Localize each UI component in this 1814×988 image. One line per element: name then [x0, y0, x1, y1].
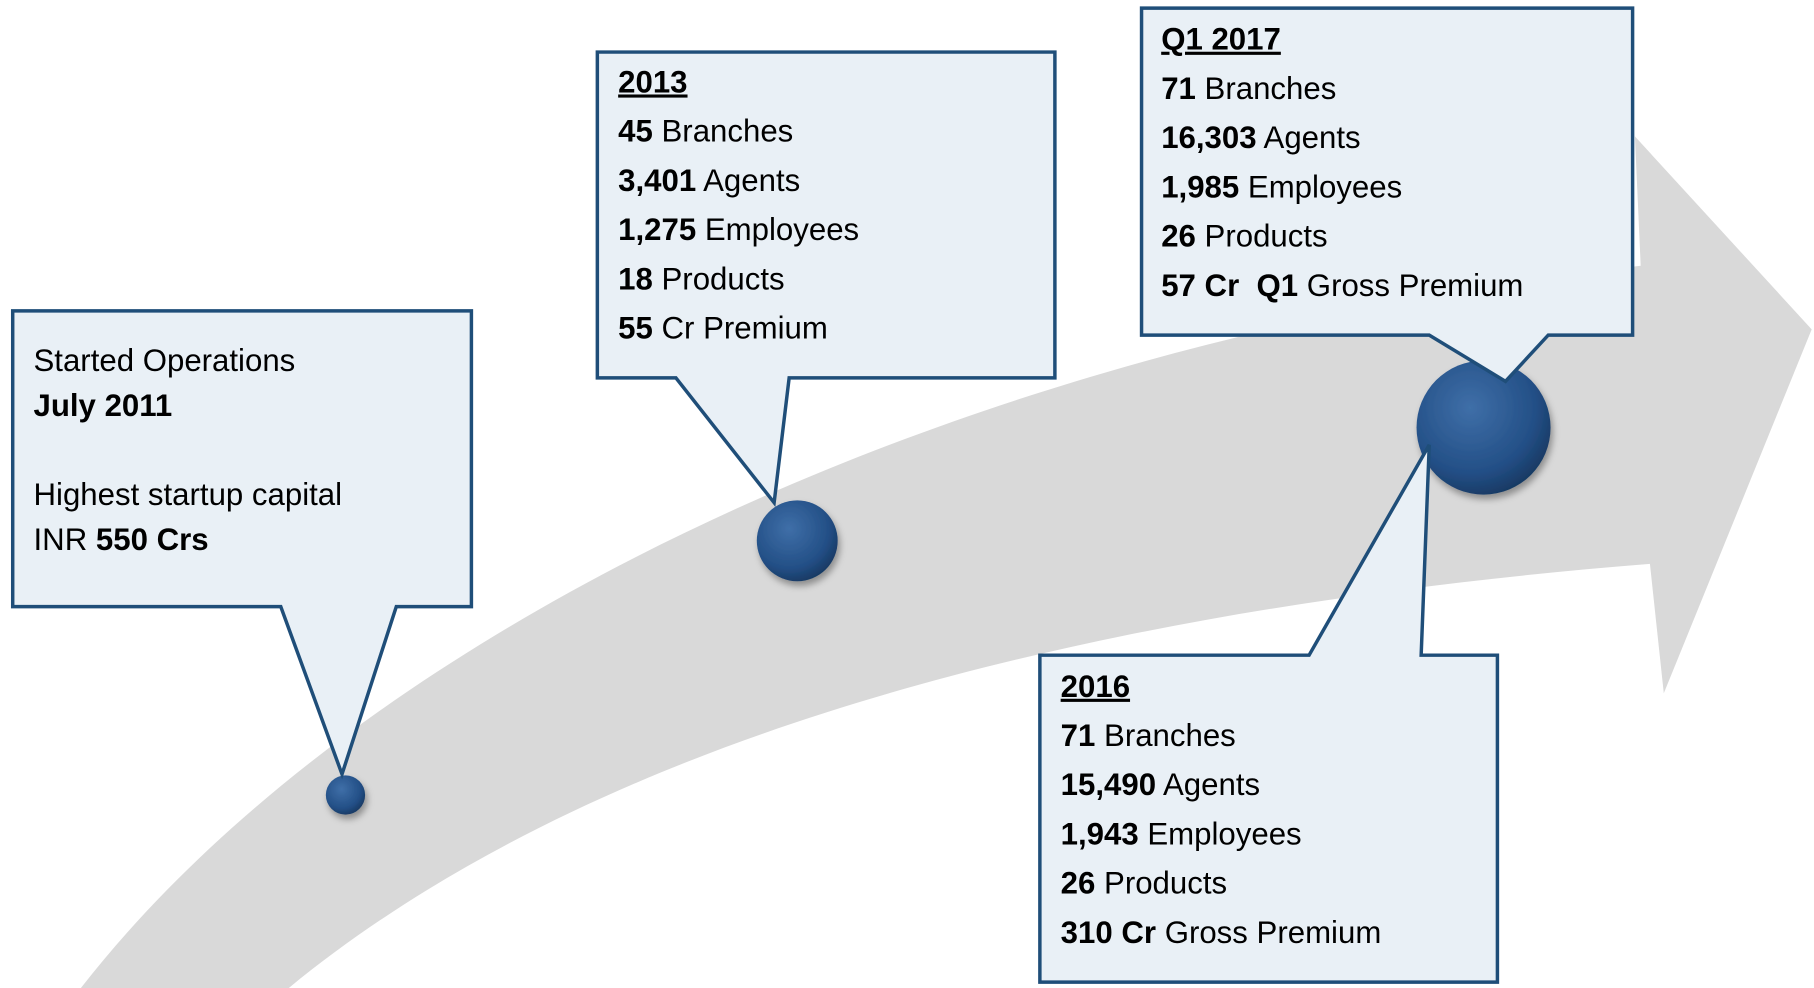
- callout-box: [10, 309, 474, 780]
- text-segment: 55: [618, 311, 653, 346]
- text-segment: Cr Premium: [653, 311, 828, 346]
- text-segment: Branches: [1196, 71, 1336, 106]
- callout-line: 26 Products: [1161, 219, 1327, 254]
- text-segment: 26: [1161, 219, 1196, 254]
- text-segment: 1,275: [618, 212, 696, 247]
- text-segment: Employees: [696, 212, 859, 247]
- callout-box: [1038, 444, 1500, 984]
- callout-box: [1139, 6, 1635, 384]
- text-segment: 15,490: [1061, 767, 1156, 802]
- text-segment: Products: [653, 261, 785, 296]
- text-segment: 310 Cr: [1061, 915, 1156, 950]
- text-segment: Highest startup capital: [34, 477, 343, 512]
- text-segment: Employees: [1139, 816, 1302, 851]
- callout-line: 15,490 Agents: [1061, 767, 1260, 802]
- text-segment: Gross Premium: [1156, 915, 1381, 950]
- text-segment: 1,985: [1161, 169, 1239, 204]
- text-segment: 26: [1061, 866, 1096, 901]
- text-segment: 71: [1161, 71, 1196, 106]
- callout-line: 71 Branches: [1061, 718, 1236, 753]
- callout-line: Started Operations: [34, 343, 296, 378]
- callout-texts: Started Operations July 2011 Highest start…: [34, 22, 1524, 950]
- milestone-dot: [756, 500, 838, 582]
- text-segment: Products: [1095, 866, 1227, 901]
- text-segment: 57 Cr Q1: [1161, 268, 1298, 303]
- text-segment: 3,401: [618, 163, 696, 198]
- callout-line: 57 Cr Q1 Gross Premium: [1161, 268, 1523, 303]
- callout-line: July 2011: [34, 388, 173, 423]
- text-segment: Started Operations: [34, 343, 296, 378]
- callout-title: 2013: [618, 64, 687, 99]
- text-segment: Employees: [1239, 169, 1402, 204]
- text-segment: 71: [1061, 718, 1096, 753]
- text-segment: 18: [618, 261, 653, 296]
- text-segment: 45: [618, 114, 653, 149]
- text-segment: 16,303: [1161, 120, 1256, 155]
- callout-line: Highest startup capital: [34, 477, 343, 512]
- callout-line: 1,943 Employees: [1061, 816, 1302, 851]
- callout-line: 55 Cr Premium: [618, 311, 828, 346]
- callout-line: 18 Products: [618, 261, 784, 296]
- text-segment: Agents: [1257, 120, 1361, 155]
- text-segment: Branches: [1095, 718, 1235, 753]
- callout-line: 45 Branches: [618, 114, 793, 149]
- text-segment: Branches: [653, 114, 793, 149]
- callout-title: 2016: [1061, 669, 1130, 704]
- text-segment: Gross Premium: [1298, 268, 1523, 303]
- callout-box: [595, 50, 1057, 508]
- text-segment: Agents: [1156, 767, 1260, 802]
- text-segment: Products: [1196, 219, 1328, 254]
- text-segment: INR: [34, 522, 96, 557]
- milestone-dot: [1416, 360, 1551, 495]
- callout-line: 71 Branches: [1161, 71, 1336, 106]
- callout-line: 16,303 Agents: [1161, 120, 1360, 155]
- text-segment: Agents: [696, 163, 800, 198]
- callout-line: 310 Cr Gross Premium: [1061, 915, 1382, 950]
- text-segment: July 2011: [34, 388, 173, 423]
- milestone-dot: [325, 775, 366, 815]
- callout-line: 3,401 Agents: [618, 163, 800, 198]
- growth-arrow: [80, 136, 1812, 988]
- callout-line: 26 Products: [1061, 866, 1227, 901]
- text-segment: 550 Crs: [96, 522, 209, 557]
- callout-line: 1,275 Employees: [618, 212, 859, 247]
- callout-line: 1,985 Employees: [1161, 169, 1402, 204]
- callout-line: INR 550 Crs: [34, 522, 209, 557]
- callout-title: Q1 2017: [1161, 22, 1281, 57]
- text-segment: 1,943: [1061, 816, 1139, 851]
